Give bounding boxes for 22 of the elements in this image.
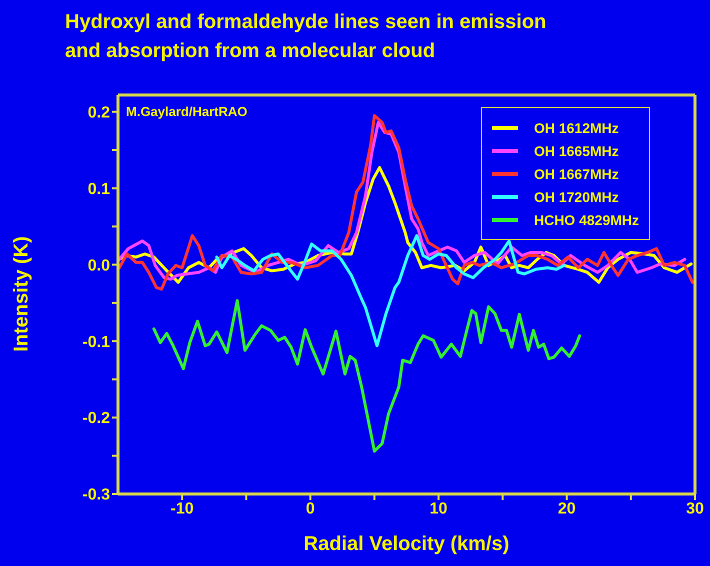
line-series [215, 234, 566, 348]
x-tick-label: 10 [430, 500, 448, 518]
y-tick-label: 0.0 [88, 257, 110, 274]
y-axis-title: Intensity (K) [10, 236, 32, 352]
x-tick-label: 30 [686, 500, 704, 518]
x-axis-title: Radial Velocity (km/s) [304, 533, 510, 555]
y-tick-label: 0.2 [88, 104, 110, 122]
y-tick-label: -0.2 [82, 410, 110, 428]
x-tick-label: -10 [170, 500, 194, 518]
annotation: M.Gaylard/HartRAO [126, 104, 248, 119]
y-tick-label: -0.3 [82, 486, 110, 504]
x-tick-label: 20 [558, 500, 576, 518]
legend-label: HCHO 4829MHz [534, 212, 639, 228]
legend-label: OH 1667MHz [534, 166, 619, 182]
line-series [152, 299, 582, 453]
chart-title: Hydroxyl and formaldehyde lines seen in emission and absorption from a molecular cloud [65, 11, 546, 62]
x-tick-label: 0 [306, 500, 315, 518]
legend-label: OH 1665MHz [534, 142, 619, 158]
y-tick-label: 0.1 [88, 180, 110, 198]
legend-label: OH 1720MHz [534, 188, 619, 204]
y-tick-label: -0.1 [82, 334, 110, 351]
legend-label: OH 1612MHz [534, 120, 619, 136]
